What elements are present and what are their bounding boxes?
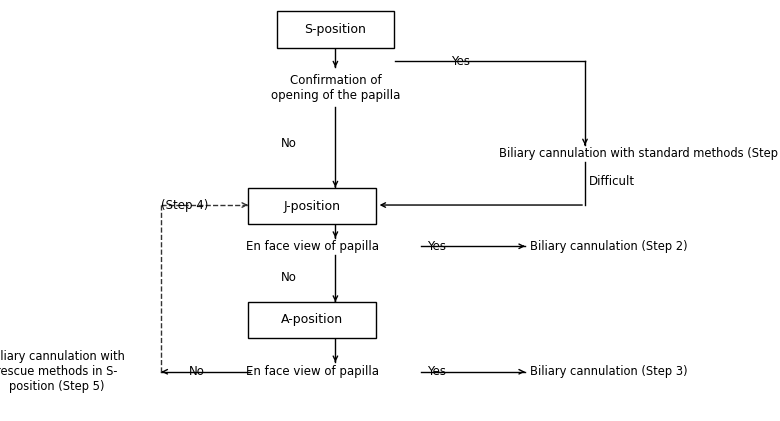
Text: J-position: J-position [283, 200, 341, 213]
Text: Biliary cannulation (Step 2): Biliary cannulation (Step 2) [530, 240, 688, 253]
Text: No: No [189, 365, 204, 378]
Text: S-position: S-position [304, 23, 367, 36]
Text: Yes: Yes [427, 240, 445, 253]
FancyBboxPatch shape [248, 302, 377, 338]
Text: Difficult: Difficult [589, 175, 635, 187]
Text: Biliary cannulation with
rescue methods in S-
position (Step 5): Biliary cannulation with rescue methods … [0, 350, 125, 393]
Text: Confirmation of
opening of the papilla: Confirmation of opening of the papilla [271, 75, 400, 102]
FancyBboxPatch shape [248, 189, 377, 224]
Text: (Step 4): (Step 4) [161, 199, 208, 211]
Text: Yes: Yes [451, 55, 470, 67]
Text: Biliary cannulation with standard methods (Step 1): Biliary cannulation with standard method… [499, 147, 780, 160]
Text: Yes: Yes [427, 365, 445, 378]
Text: Biliary cannulation (Step 3): Biliary cannulation (Step 3) [530, 365, 688, 378]
FancyBboxPatch shape [277, 11, 394, 48]
Text: No: No [281, 272, 296, 284]
Text: A-position: A-position [281, 314, 343, 326]
Text: En face view of papilla: En face view of papilla [246, 365, 378, 378]
Text: No: No [281, 137, 296, 149]
Text: En face view of papilla: En face view of papilla [246, 240, 378, 253]
